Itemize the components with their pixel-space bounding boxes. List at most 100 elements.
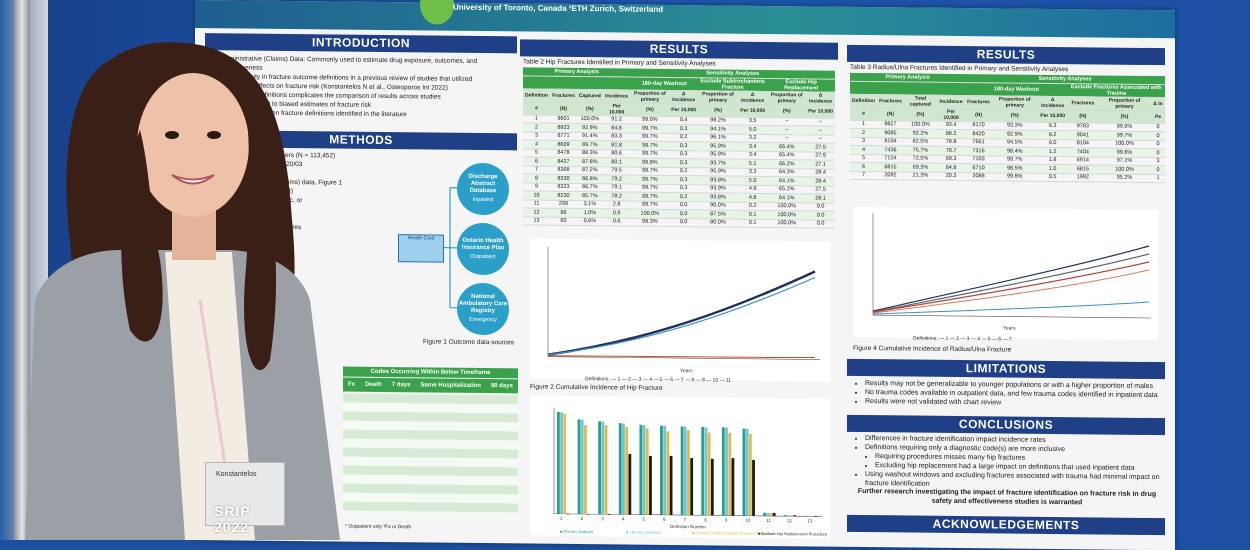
figure3-bar bbox=[663, 425, 667, 515]
table-cell: 81.8 bbox=[602, 140, 631, 150]
table-cell: 5 bbox=[850, 153, 878, 163]
figure3-tick-label: 3 bbox=[601, 516, 604, 521]
table-cell: 0 bbox=[1151, 131, 1165, 141]
affiliation-text: University of Toronto, Canada ²ETH Zuric… bbox=[453, 2, 664, 14]
figure3-bar bbox=[742, 428, 746, 516]
table-cell: 8923 bbox=[550, 123, 577, 132]
table-cell: 64.8 bbox=[937, 163, 966, 173]
limitations-list: Results may not be generalizable to youn… bbox=[855, 379, 1170, 409]
figure3-bar bbox=[639, 424, 643, 515]
table3-subgroup: Exclude Fractures Associated with Trauma bbox=[1067, 83, 1165, 98]
column-unit: Per 10,000 bbox=[669, 102, 699, 117]
name-badge: Konstantelos SRIP 2022 bbox=[205, 462, 285, 535]
table-cell: 85.7% bbox=[576, 191, 603, 201]
figure3-tick-label: 13 bbox=[807, 518, 813, 523]
conclusions-heading: CONCLUSIONS bbox=[847, 414, 1165, 436]
table-cell: 100.0% bbox=[576, 114, 603, 124]
table-cell: 0.3 bbox=[669, 158, 699, 168]
table-cell: 7316 bbox=[965, 146, 992, 156]
figure3-bar bbox=[763, 512, 766, 516]
table-cell: 6 bbox=[850, 162, 878, 172]
column-unit: (%) bbox=[576, 101, 603, 116]
table-cell: 0.4 bbox=[669, 115, 699, 125]
figure3-tick-label: 10 bbox=[746, 518, 752, 523]
table3-radius-ulna-fractures: Primary Analysis Sensitivity Analyses 18… bbox=[850, 72, 1165, 183]
table-cell: 0.2 bbox=[669, 132, 699, 142]
table-cell: 3 bbox=[850, 136, 878, 146]
figure3-bar bbox=[813, 515, 817, 517]
table-cell: 0.5 bbox=[1037, 172, 1068, 182]
table-cell: 0.3 bbox=[669, 141, 699, 151]
codes-table-title: Codes Occurring Within Below Timeframe bbox=[343, 366, 518, 379]
health-card-image: Health Card bbox=[398, 234, 444, 263]
figure3-bar bbox=[580, 419, 584, 515]
figure3-bar bbox=[601, 421, 605, 515]
figure4-caption: Figure 4 Cumulative Incidence of Radius/… bbox=[853, 344, 1012, 354]
figure3-bar bbox=[701, 427, 705, 516]
figure3-bar bbox=[772, 512, 776, 517]
figure3-legend-item: ■ Primary Analysis bbox=[560, 529, 593, 534]
figure3-bar bbox=[721, 427, 725, 516]
table-cell: 8478 bbox=[550, 148, 577, 158]
figure3-bar bbox=[645, 428, 649, 515]
figure3-bar bbox=[707, 432, 711, 516]
figure3-xlabel: Definition Number bbox=[670, 524, 707, 529]
table-cell: 20.3 bbox=[937, 171, 966, 181]
table-cell: 89.7% bbox=[576, 140, 603, 150]
table-cell: 1.8 bbox=[1037, 155, 1068, 165]
table-cell: 87.8% bbox=[576, 157, 603, 167]
table-cell: 3 bbox=[523, 131, 551, 141]
table-cell: 78.8 bbox=[937, 137, 966, 147]
table-cell: 0.0 bbox=[669, 200, 699, 210]
figure3-bar bbox=[728, 432, 732, 516]
figure3-bar bbox=[607, 514, 611, 515]
table-cell: 28.4 bbox=[806, 176, 835, 186]
data-source-connectors bbox=[440, 187, 463, 309]
table-cell: 27.9 bbox=[806, 151, 835, 161]
table-cell: 8771 bbox=[550, 131, 577, 141]
column-header: Δ Incidence bbox=[737, 90, 768, 104]
limitations-heading: LIMITATIONS bbox=[847, 358, 1165, 380]
column-unit: # bbox=[850, 106, 878, 121]
figure3-legend-item: ■ 180-day Washout bbox=[626, 530, 662, 535]
table-cell: 95.2% bbox=[1098, 173, 1151, 183]
figure3-bar bbox=[804, 515, 808, 517]
column-unit: (%) bbox=[1098, 109, 1151, 124]
table-cell: 10 bbox=[523, 190, 551, 200]
table-cell: 2 bbox=[850, 128, 878, 138]
table-cell: 8104 bbox=[1067, 139, 1099, 148]
presenter-person bbox=[25, 42, 340, 540]
table-cell: 0 bbox=[1151, 148, 1165, 158]
table-cell: 5 bbox=[523, 148, 551, 158]
figure3-bar bbox=[560, 412, 564, 514]
column-header: Fractures bbox=[1067, 96, 1099, 110]
table-cell: 28.1 bbox=[806, 193, 835, 203]
table-cell: 4.8 bbox=[737, 193, 768, 202]
table-cell: 2088 bbox=[965, 172, 992, 181]
table-cell: 3.1% bbox=[576, 199, 603, 209]
figure3-bar bbox=[584, 425, 587, 515]
table3-caption: Table 3 Radius/Ulna Fractures Identified… bbox=[850, 63, 1069, 74]
table-cell: 4.9 bbox=[737, 184, 768, 194]
column-header: Incidence bbox=[602, 89, 631, 103]
column-unit: (%) bbox=[903, 107, 938, 121]
table-cell: 0.6 bbox=[602, 217, 631, 227]
table-cell: 84.8 bbox=[602, 123, 631, 133]
table-cell: 8368 bbox=[550, 165, 577, 175]
figure3-tick-label: 12 bbox=[787, 518, 793, 523]
table3-subgroup: 180-day Washout bbox=[965, 82, 1068, 97]
table-cell: – bbox=[806, 117, 835, 127]
table-cell: 88.3% bbox=[576, 148, 603, 158]
table-cell: 27.5 bbox=[806, 142, 835, 152]
table-cell: 1 bbox=[1151, 174, 1165, 183]
codes-table-header: Fx Death 7 days Same Hospitalization 90 … bbox=[343, 377, 518, 394]
table-cell: 83.3 bbox=[602, 132, 631, 142]
table-cell: 5.0 bbox=[737, 125, 768, 134]
table-cell: 6815 bbox=[877, 162, 904, 172]
figure3-bar bbox=[704, 427, 708, 516]
column-unit: (%) bbox=[698, 103, 738, 117]
table-cell: 78.2 bbox=[602, 191, 631, 201]
column-unit: Per 10,000 bbox=[937, 107, 966, 122]
table-cell: 86.8% bbox=[576, 174, 603, 184]
